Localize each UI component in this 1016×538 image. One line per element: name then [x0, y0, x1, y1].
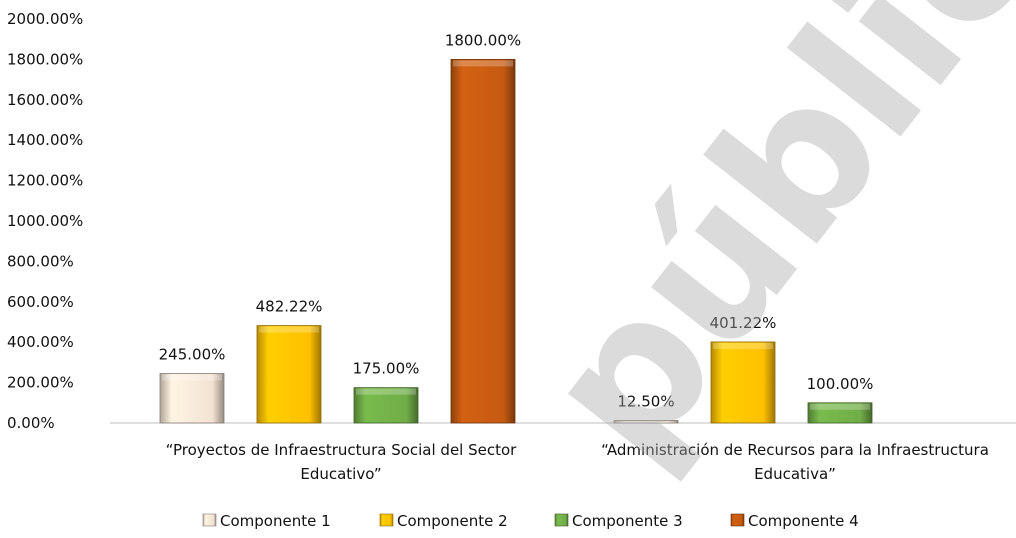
bar-componente-3 [353, 387, 419, 424]
legend-item: Componente 1 [202, 512, 331, 530]
legend-item: Componente 4 [730, 512, 859, 530]
bars [159, 59, 873, 424]
bar-componente-2 [256, 325, 322, 424]
legend-swatch [379, 513, 394, 527]
bar-highlight [616, 421, 676, 423]
y-tick-label: 200.00% [7, 374, 74, 392]
bar-componente-4 [450, 59, 516, 424]
y-tick-label: 600.00% [7, 293, 74, 311]
category-label: Educativo” [300, 465, 381, 483]
legend-item: Componente 2 [379, 512, 508, 530]
data-labels: 245.00% 12.50% 482.22% 401.22% 175.00% 100.00… [159, 31, 874, 410]
category-label: “Administración de Recursos para la Infr… [601, 441, 989, 459]
bar-highlight [162, 374, 222, 381]
data-label: 175.00% [353, 360, 420, 378]
bar-highlight [356, 388, 416, 395]
bar-componente-3 [807, 402, 873, 424]
y-tick-label: 1800.00% [7, 50, 83, 68]
y-tick-label: 1200.00% [7, 172, 83, 190]
y-tick-label: 1600.00% [7, 91, 83, 109]
category-label: “Proyectos de Infraestructura Social del… [166, 441, 518, 459]
y-tick-label: 400.00% [7, 333, 74, 351]
data-label: 100.00% [807, 375, 874, 393]
y-axis: 0.00% 200.00% 400.00% 600.00% 800.00% 1000.00… [7, 10, 1016, 432]
bar-highlight [453, 60, 513, 67]
data-label: 245.00% [159, 346, 226, 364]
y-tick-label: 1400.00% [7, 131, 83, 149]
data-label: 482.22% [256, 298, 323, 316]
legend-swatch [730, 513, 745, 527]
data-label: 12.50% [617, 392, 674, 410]
bar-highlight [259, 326, 319, 333]
data-label: 1800.00% [445, 31, 521, 49]
bar-componente-1 [159, 373, 225, 424]
category-label: Educativa” [754, 465, 836, 483]
y-tick-label: 0.00% [7, 414, 55, 432]
legend-label: Componente 3 [572, 512, 683, 530]
legend-label: Componente 4 [748, 512, 859, 530]
bar-highlight [713, 342, 773, 349]
bar-highlight [810, 403, 870, 410]
legend-label: Componente 2 [397, 512, 508, 530]
y-tick-label: 2000.00% [7, 10, 83, 28]
y-tick-label: 1000.00% [7, 212, 83, 230]
legend-label: Componente 1 [220, 512, 331, 530]
data-label: 401.22% [710, 314, 777, 332]
legend-swatch [202, 513, 217, 527]
legend-item: Componente 3 [554, 512, 683, 530]
legend: Componente 1 Componente 2 Componente 3 Comp… [202, 512, 859, 530]
bar-componente-1 [613, 420, 679, 424]
bar-componente-2 [710, 341, 776, 424]
x-axis-categories: “Proyectos de Infraestructura Social del… [166, 441, 989, 483]
y-tick-label: 800.00% [7, 252, 74, 270]
legend-swatch [554, 513, 569, 527]
